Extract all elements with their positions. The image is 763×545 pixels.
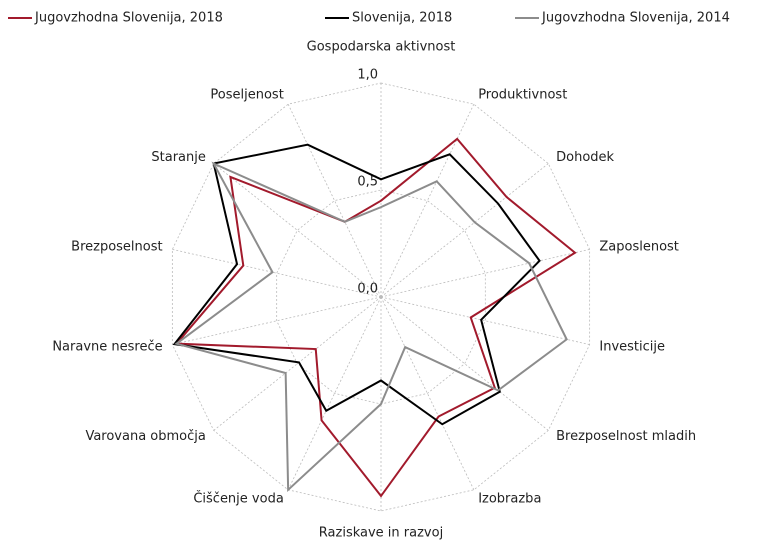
category-label: Investicije [599, 339, 665, 354]
legend-label: Jugovzhodna Slovenija, 2014 [541, 11, 730, 26]
spoke [287, 104, 382, 298]
category-label: Brezposelnost [71, 240, 162, 255]
series-line [174, 137, 577, 498]
tick-label: 1,0 [357, 68, 378, 83]
series-line [174, 161, 568, 493]
category-label: Izobrazba [478, 491, 541, 506]
spoke [380, 248, 590, 298]
category-label: Staranje [151, 150, 205, 165]
category-label: Naravne nesreče [52, 339, 162, 354]
category-label: Produktivnost [478, 88, 567, 103]
category-label: Dohodek [556, 150, 614, 165]
legend-label: Slovenija, 2018 [352, 11, 452, 26]
spoke [380, 296, 549, 431]
tick-label: 0,5 [357, 175, 378, 190]
category-label: Gospodarska aktivnost [307, 40, 456, 55]
category-label: Poseljenost [210, 88, 283, 103]
category-label: Brezposelnost mladih [556, 429, 696, 444]
series-line [172, 143, 541, 426]
category-label: Čiščenje voda [193, 490, 283, 506]
spoke [172, 248, 382, 298]
category-label: Raziskave in razvoj [319, 526, 443, 541]
tick-label: 0,0 [357, 282, 378, 297]
category-label: Varovana območja [85, 429, 205, 444]
legend-label: Jugovzhodna Slovenija, 2018 [34, 11, 223, 26]
category-label: Zaposlenost [599, 240, 679, 255]
